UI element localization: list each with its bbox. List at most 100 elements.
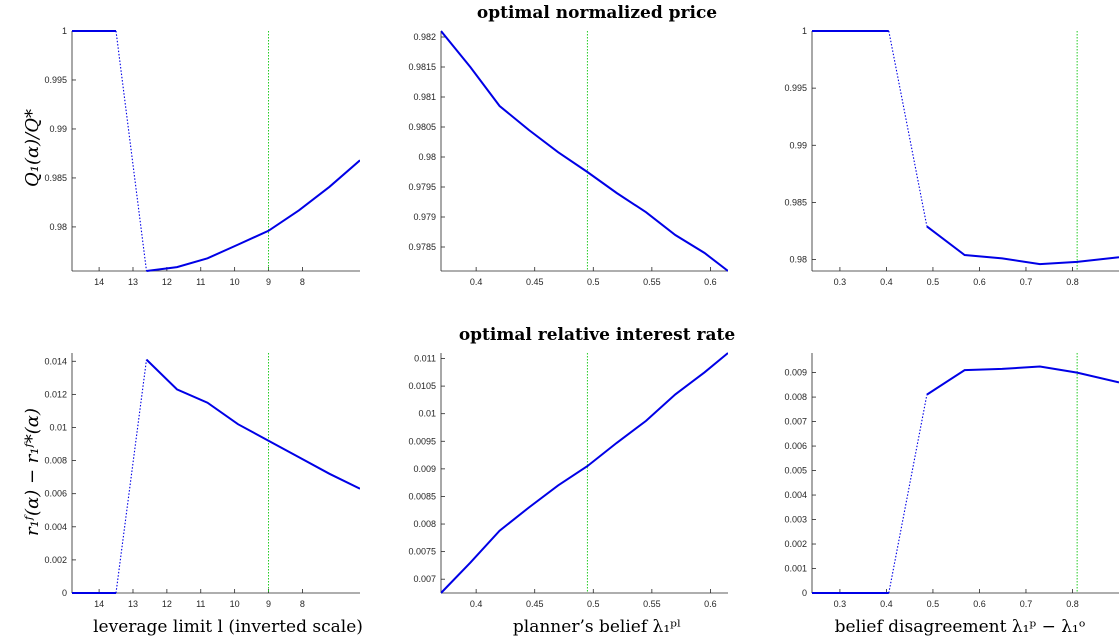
y-tick-label: 0.008 [413, 519, 436, 529]
x-tick-label: 0.5 [927, 277, 940, 287]
series-line-dotted [888, 30, 928, 227]
y-tick-label: 0.002 [784, 539, 807, 549]
x-tick-label: 0.4 [470, 277, 483, 287]
y-tick-label: 0.004 [44, 522, 67, 532]
y-tick-label: 0.979 [413, 212, 436, 222]
x-tick-label: 8 [300, 599, 305, 609]
y-tick-label: 1 [62, 26, 67, 36]
y-tick-label: 0.004 [784, 490, 807, 500]
chart-panel: 0.3 0.4 0.5 0.6 0.7 0.8 0.98 0.985 0.99 0.995 1 [784, 26, 1119, 287]
x-tick-label: 0.4 [880, 599, 893, 609]
y-tick-label: 0.99 [789, 140, 807, 150]
chart-panel: 0.4 0.45 0.5 0.55 0.6 0.007 0.0075 0.008 0.0085 0… [408, 352, 728, 609]
y-tick-label: 0.0075 [408, 547, 436, 557]
x-tick-label: 0.4 [880, 277, 893, 287]
y-tick-label: 0.0105 [408, 381, 436, 391]
series-line [926, 225, 1119, 266]
x-tick-label: 10 [230, 277, 240, 287]
series-line-dotted [115, 359, 148, 594]
x-tick-label: 9 [266, 599, 271, 609]
x-tick-label: 8 [300, 277, 305, 287]
y-axis-label-interest: r₁ᶠ(α) − r₁ᶠ*(α) [22, 408, 43, 536]
series-line [926, 365, 1119, 396]
y-tick-label: 0.9805 [408, 122, 436, 132]
x-tick-label: 12 [162, 599, 172, 609]
y-tick-label: 0.982 [413, 32, 436, 42]
x-tick-label: 0.4 [470, 599, 483, 609]
x-tick-label: 0.55 [643, 277, 661, 287]
y-tick-label: 0.008 [784, 392, 807, 402]
y-tick-label: 0.009 [413, 464, 436, 474]
series-line [146, 159, 360, 272]
y-tick-label: 0.995 [784, 83, 807, 93]
row-title-interest: optimal relative interest rate [459, 325, 736, 345]
x-tick-label: 0.3 [834, 599, 847, 609]
y-tick-label: 0 [62, 588, 67, 598]
x-tick-label: 0.7 [1020, 277, 1033, 287]
x-axis-label-leverage: leverage limit l (inverted scale) [93, 617, 363, 637]
y-tick-label: 1 [802, 26, 807, 36]
y-tick-label: 0.001 [784, 564, 807, 574]
x-tick-label: 13 [128, 599, 138, 609]
x-tick-label: 0.6 [704, 599, 717, 609]
x-tick-label: 0.6 [973, 599, 986, 609]
x-tick-label: 0.6 [973, 277, 986, 287]
y-tick-label: 0.01 [418, 409, 436, 419]
y-tick-label: 0.9815 [408, 62, 436, 72]
x-tick-label: 9 [266, 277, 271, 287]
x-tick-label: 14 [94, 599, 104, 609]
chart-panel: 14 13 12 11 10 9 8 0 0.002 0.004 0.006 0.008 0.01 0.0… [44, 353, 360, 609]
row-title-price: optimal normalized price [477, 3, 717, 23]
y-tick-label: 0.009 [784, 368, 807, 378]
x-tick-label: 0.45 [526, 599, 544, 609]
chart-panel: 14 13 12 11 10 9 8 0.98 0.985 0.99 0.995 1 [44, 26, 360, 287]
x-tick-label: 11 [196, 277, 205, 287]
y-tick-label: 0.007 [784, 417, 807, 427]
y-tick-label: 0.005 [784, 466, 807, 476]
x-tick-label: 13 [128, 277, 138, 287]
x-tick-label: 0.8 [1066, 599, 1079, 609]
y-tick-label: 0.006 [44, 489, 67, 499]
y-tick-label: 0 [802, 588, 807, 598]
x-axis-label-planner-belief: planner’s belief λ₁ᵖˡ [513, 617, 681, 637]
x-tick-label: 14 [94, 277, 104, 287]
y-tick-label: 0.006 [784, 441, 807, 451]
series-line [145, 358, 360, 490]
y-tick-label: 0.008 [44, 456, 67, 466]
y-tick-label: 0.98 [49, 222, 67, 232]
y-tick-label: 0.985 [44, 173, 67, 183]
x-tick-label: 0.8 [1066, 277, 1079, 287]
y-tick-label: 0.0085 [408, 491, 436, 501]
y-tick-label: 0.99 [49, 124, 67, 134]
x-axis-label-belief-disagreement: belief disagreement λ₁ᵖ − λ₁ᵒ [835, 617, 1086, 637]
x-tick-label: 0.45 [526, 277, 544, 287]
series-line-dotted [888, 394, 928, 594]
series-line-dotted [115, 30, 148, 272]
series-line [441, 352, 728, 594]
y-tick-label: 0.01 [49, 422, 67, 432]
y-tick-label: 0.002 [44, 555, 67, 565]
y-tick-label: 0.98 [789, 255, 807, 265]
y-tick-label: 0.985 [784, 197, 807, 207]
x-tick-label: 0.5 [587, 599, 600, 609]
y-tick-label: 0.003 [784, 515, 807, 525]
x-tick-label: 0.5 [927, 599, 940, 609]
x-tick-label: 12 [162, 277, 172, 287]
y-tick-label: 0.014 [44, 356, 67, 366]
x-tick-label: 0.55 [643, 599, 661, 609]
series-line [441, 30, 728, 272]
x-tick-label: 11 [196, 599, 205, 609]
y-tick-label: 0.9785 [408, 242, 436, 252]
chart-panel: 0.4 0.45 0.5 0.55 0.6 0.9785 0.979 0.9795 0.98 0.… [408, 30, 728, 287]
y-tick-label: 0.981 [413, 92, 436, 102]
y-tick-label: 0.9795 [408, 182, 436, 192]
x-tick-label: 0.6 [704, 277, 717, 287]
y-tick-label: 0.007 [413, 574, 436, 584]
y-tick-label: 0.995 [44, 75, 67, 85]
y-axis-label-price: Q₁(α)/Q* [22, 109, 43, 187]
x-tick-label: 0.7 [1020, 599, 1033, 609]
y-tick-label: 0.011 [414, 354, 436, 364]
x-tick-label: 0.3 [834, 277, 847, 287]
